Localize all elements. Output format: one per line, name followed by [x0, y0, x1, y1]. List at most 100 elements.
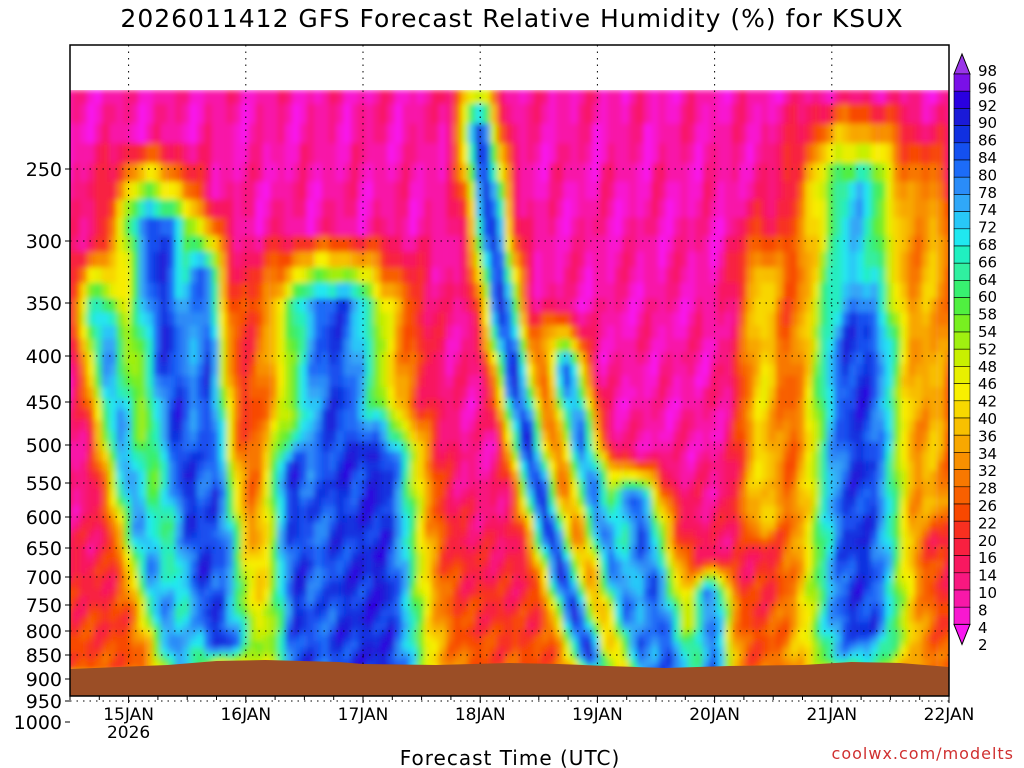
- colorbar-swatch: [953, 417, 971, 436]
- colorbar-swatch: [953, 228, 971, 247]
- colorbar-swatch: [953, 245, 971, 264]
- y-tick-label: 850: [26, 645, 62, 667]
- colorbar-swatch: [953, 73, 971, 92]
- y-tick-label: 700: [26, 567, 62, 589]
- x-tick-label: 19JAN: [572, 705, 623, 725]
- colorbar-label: 28: [978, 480, 997, 498]
- colorbar-swatch: [953, 555, 971, 574]
- colorbar-label: 90: [978, 114, 997, 132]
- y-tick-label: 550: [26, 473, 62, 495]
- y-tick-label: 800: [26, 621, 62, 643]
- colorbar-label: 34: [978, 445, 997, 463]
- colorbar-arrow-bottom: [953, 623, 971, 646]
- y-tick-label: 900: [26, 669, 62, 691]
- colorbar-swatch: [953, 469, 971, 488]
- colorbar-label: 66: [978, 253, 997, 271]
- colorbar-label: 2: [978, 636, 988, 654]
- colorbar-label: 32: [978, 462, 997, 480]
- colorbar-label: 26: [978, 497, 997, 515]
- colorbar: 9896929086848078747268666460585452484642…: [953, 52, 997, 654]
- x-tick-label: 21JAN: [806, 705, 857, 725]
- colorbar-swatch: [953, 452, 971, 470]
- colorbar-label: 58: [978, 306, 997, 324]
- colorbar-label: 80: [978, 166, 997, 184]
- y-tick-label: 400: [26, 346, 62, 368]
- colorbar-label: 68: [978, 236, 997, 254]
- colorbar-swatch: [953, 486, 971, 505]
- y-tick-label: 650: [26, 538, 62, 560]
- colorbar-swatch: [953, 211, 971, 230]
- humidity-field: [70, 90, 949, 696]
- colorbar-label: 22: [978, 514, 997, 532]
- x-tick-label: 20JAN: [689, 705, 740, 725]
- colorbar-swatch: [953, 125, 971, 144]
- colorbar-label: 8: [978, 601, 988, 619]
- colorbar-swatch: [953, 194, 971, 212]
- y-axis: 2503003504004505005506006507007508008509…: [14, 159, 70, 734]
- y-tick-label: 250: [26, 159, 62, 181]
- colorbar-label: 84: [978, 149, 997, 167]
- ground-terrain: [70, 660, 949, 696]
- colorbar-swatch: [953, 331, 971, 350]
- x-tick-label: 16JAN: [220, 705, 271, 725]
- x-tick-label: 15JAN: [103, 705, 154, 725]
- colorbar-swatch: [953, 314, 971, 333]
- colorbar-label: 72: [978, 219, 997, 237]
- colorbar-swatch: [953, 520, 971, 539]
- colorbar-swatch: [953, 176, 971, 195]
- x-tick-label: 18JAN: [455, 705, 506, 725]
- colorbar-swatch: [953, 400, 971, 419]
- colorbar-swatch: [953, 297, 971, 316]
- colorbar-label: 42: [978, 393, 997, 411]
- colorbar-label: 74: [978, 201, 997, 219]
- colorbar-label: 86: [978, 132, 997, 150]
- colorbar-label: 60: [978, 288, 997, 306]
- colorbar-label: 52: [978, 340, 997, 358]
- colorbar-label: 64: [978, 271, 997, 289]
- colorbar-label: 36: [978, 427, 997, 445]
- y-tick-label: 350: [26, 293, 62, 315]
- colorbar-swatch: [953, 366, 971, 384]
- x-tick-label: 22JAN: [924, 705, 975, 725]
- credit-text: coolwx.com/modelts: [831, 744, 1014, 763]
- colorbar-label: 98: [978, 62, 997, 80]
- colorbar-arrow-top: [953, 52, 971, 75]
- colorbar-label: 16: [978, 549, 997, 567]
- colorbar-swatch: [953, 572, 971, 591]
- ground-shape: [70, 660, 949, 696]
- x-tick-sublabel: 2026: [107, 723, 150, 743]
- colorbar-label: 20: [978, 532, 997, 550]
- colorbar-swatch: [953, 262, 971, 281]
- y-tick-label: 450: [26, 392, 62, 414]
- colorbar-swatch: [953, 90, 971, 109]
- colorbar-label: 48: [978, 358, 997, 376]
- colorbar-swatch: [953, 606, 971, 625]
- colorbar-label: 46: [978, 375, 997, 393]
- y-tick-label: 1000: [14, 712, 62, 734]
- colorbar-label: 54: [978, 323, 997, 341]
- colorbar-label: 40: [978, 410, 997, 428]
- colorbar-swatch: [953, 348, 971, 367]
- colorbar-label: 4: [978, 619, 988, 637]
- y-tick-label: 750: [26, 595, 62, 617]
- y-tick-label: 300: [26, 231, 62, 253]
- colorbar-swatch: [953, 434, 971, 453]
- colorbar-swatch: [953, 383, 971, 402]
- colorbar-swatch: [953, 142, 971, 161]
- colorbar-swatch: [953, 280, 971, 298]
- x-axis-label: Forecast Time (UTC): [400, 746, 621, 768]
- colorbar-label: 10: [978, 584, 997, 602]
- x-tick-label: 17JAN: [338, 705, 389, 725]
- y-tick-label: 600: [26, 507, 62, 529]
- colorbar-label: 78: [978, 184, 997, 202]
- colorbar-label: 96: [978, 79, 997, 97]
- colorbar-swatch: [953, 503, 971, 522]
- colorbar-swatch: [953, 159, 971, 178]
- colorbar-swatch: [953, 538, 971, 556]
- y-tick-label: 950: [26, 691, 62, 713]
- colorbar-swatch: [953, 589, 971, 608]
- colorbar-swatch: [953, 108, 971, 126]
- chart-title: 2026011412 GFS Forecast Relative Humidit…: [120, 4, 904, 33]
